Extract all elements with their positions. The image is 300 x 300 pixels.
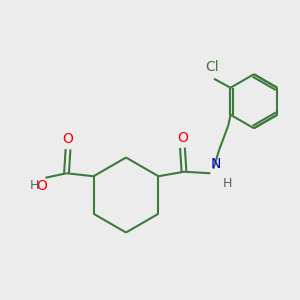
Text: O: O	[63, 132, 74, 146]
Text: Cl: Cl	[206, 60, 219, 74]
Text: H: H	[29, 179, 39, 192]
Text: O: O	[36, 179, 47, 193]
Text: H: H	[223, 177, 232, 190]
Text: N: N	[211, 157, 221, 171]
Text: O: O	[177, 131, 188, 145]
